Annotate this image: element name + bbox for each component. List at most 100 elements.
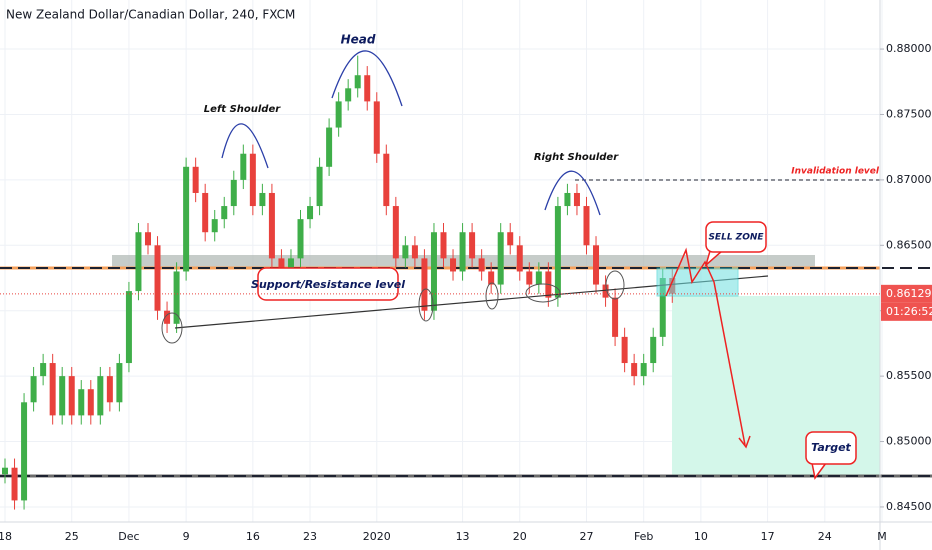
invalidation-label: Invalidation level <box>791 167 880 177</box>
candle-body <box>612 297 619 337</box>
candle-body <box>440 232 447 259</box>
projection-path <box>665 247 746 446</box>
arc <box>544 170 601 216</box>
candle-body <box>354 75 361 89</box>
x-tick-label: 13 <box>456 530 470 543</box>
x-tick-label: 23 <box>303 530 317 543</box>
candle-body <box>144 232 151 246</box>
candle-body <box>554 206 561 298</box>
candle-body <box>78 389 85 416</box>
candle-body <box>116 363 123 403</box>
candles <box>2 55 676 510</box>
candle-body <box>402 245 409 259</box>
candle-body <box>297 219 304 259</box>
candle-body <box>497 232 504 285</box>
candle-body <box>583 206 590 246</box>
candle-body <box>240 153 247 180</box>
candle-body <box>202 192 209 233</box>
candle-body <box>221 206 228 220</box>
candle-body <box>135 232 142 292</box>
callout <box>705 221 767 253</box>
candle-body <box>183 166 190 272</box>
candle-body <box>640 363 647 377</box>
candle-body <box>87 389 94 416</box>
candle-body <box>507 232 514 246</box>
arc <box>221 123 269 169</box>
x-tick-label: 20 <box>513 530 527 543</box>
candle-body <box>564 192 571 207</box>
candle-body <box>421 258 428 311</box>
axes: 0.845000.850000.855000.860000.865000.870… <box>0 42 932 543</box>
x-tick-label: M <box>877 530 887 543</box>
candle-body <box>154 245 161 311</box>
y-tick-label: 0.87000 <box>886 173 932 186</box>
candle-body <box>488 271 495 285</box>
candle-body <box>659 278 666 337</box>
candle-body <box>326 127 333 167</box>
y-tick-label: 0.84500 <box>886 500 932 513</box>
x-tick-label: 16 <box>246 530 260 543</box>
countdown-box <box>881 302 932 321</box>
last-price-box <box>881 284 932 303</box>
sell-zone-label: SELL ZONE <box>708 233 764 243</box>
x-tick-label: 9 <box>183 530 190 543</box>
marker <box>418 288 434 322</box>
candle-body <box>49 363 56 416</box>
candle-body <box>602 284 609 298</box>
chart-title: New Zealand Dollar/Canadian Dollar, 240,… <box>6 8 295 22</box>
candle-body <box>383 153 390 207</box>
candle-body <box>573 192 580 207</box>
arc <box>331 50 403 107</box>
candle-body <box>211 219 218 233</box>
candle-body <box>21 402 28 501</box>
countdown-label: 01:26:52 <box>886 305 932 318</box>
candle-body <box>450 258 457 272</box>
marker <box>525 283 561 303</box>
candle-body <box>621 336 628 364</box>
marker <box>485 282 499 310</box>
x-tick-label: Dec <box>118 530 139 543</box>
callout <box>805 431 857 465</box>
head-label: Head <box>341 33 376 47</box>
x-tick-label: 18 <box>0 530 12 543</box>
candle-body <box>316 166 323 207</box>
x-tick-label: 24 <box>818 530 832 543</box>
support-label: Support/Resistance level <box>251 278 405 291</box>
marker <box>161 312 183 344</box>
x-tick-label: 17 <box>761 530 775 543</box>
candle-body <box>335 101 342 128</box>
last-price-label: 0.86129 <box>886 287 932 300</box>
y-tick-label: 0.86500 <box>886 238 932 251</box>
candle-body <box>164 310 171 324</box>
y-tick-label: 0.87500 <box>886 107 932 120</box>
y-tick-label: 0.85500 <box>886 369 932 382</box>
candle-body <box>526 271 533 285</box>
candle-body <box>68 376 75 416</box>
candle-body <box>173 271 180 324</box>
candle-body <box>106 376 113 403</box>
candle-body <box>59 376 66 416</box>
candle-body <box>30 376 37 403</box>
y-tick-label: 0.88000 <box>886 42 932 55</box>
candle-body <box>593 245 600 285</box>
marker <box>605 270 625 300</box>
candle-body <box>259 192 266 207</box>
candle-body <box>430 232 437 311</box>
callout-pointer <box>811 462 827 480</box>
callout <box>257 267 399 301</box>
left-shoulder-label: Left Shoulder <box>204 104 281 115</box>
candle-body <box>307 206 314 220</box>
candle-body <box>268 192 275 259</box>
candle-body <box>478 258 485 272</box>
candle-body <box>411 245 418 259</box>
candle-body <box>97 376 104 416</box>
candle-body <box>364 75 371 102</box>
candle-body <box>345 88 352 102</box>
candle-body <box>2 467 8 475</box>
candle-body <box>392 206 399 259</box>
candle-body <box>125 291 132 364</box>
x-tick-label: 27 <box>579 530 593 543</box>
arrow-head <box>738 435 751 449</box>
candle-body <box>192 166 199 193</box>
